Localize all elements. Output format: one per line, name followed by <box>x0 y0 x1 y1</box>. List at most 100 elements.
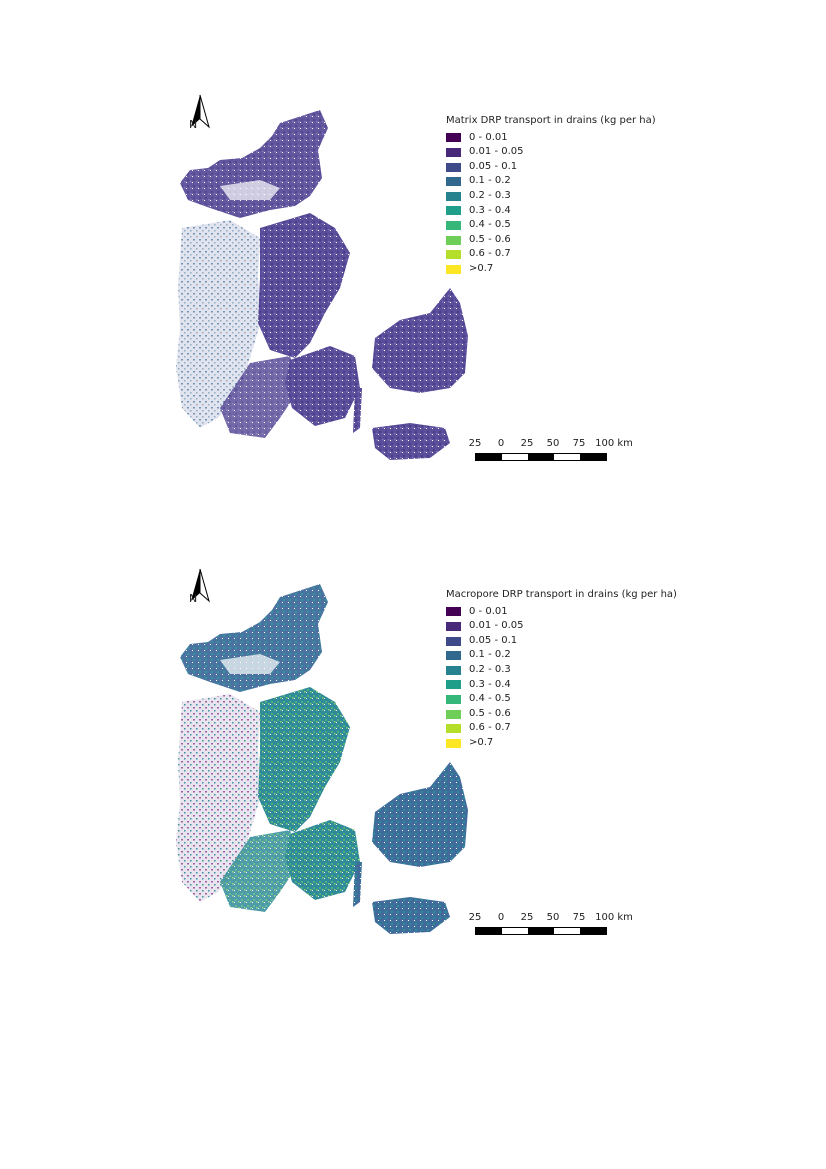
legend-item: 0.01 - 0.05 <box>446 619 677 634</box>
legend-label: 0.3 - 0.4 <box>469 678 511 690</box>
region-east-jutland <box>258 687 350 832</box>
north-label: N <box>189 118 198 131</box>
legend-label: 0.5 - 0.6 <box>469 707 511 719</box>
scale-seg <box>528 454 554 460</box>
scale-label: 50 <box>546 438 560 449</box>
legend-swatch <box>446 651 461 661</box>
legend-macropore: Macropore DRP transport in drains (kg pe… <box>446 588 677 751</box>
legend-item: 0 - 0.01 <box>446 605 677 620</box>
region-south-jutland <box>220 356 300 438</box>
region-limfjord <box>220 654 280 674</box>
region-south-jutland <box>220 830 300 912</box>
north-arrow-icon <box>191 94 210 129</box>
legend-matrix: Matrix DRP transport in drains (kg per h… <box>446 114 656 277</box>
legend-label: 0.4 - 0.5 <box>469 693 511 705</box>
legend-swatch <box>446 665 461 675</box>
legend-item: 0.05 - 0.1 <box>446 160 656 175</box>
legend-swatch <box>446 694 461 704</box>
legend-item: 0.5 - 0.6 <box>446 233 656 248</box>
legend-label: >0.7 <box>469 262 494 274</box>
region-east-jutland <box>258 213 350 358</box>
legend-label: 0 - 0.01 <box>469 605 508 617</box>
legend-item: 0.05 - 0.1 <box>446 634 677 649</box>
legend-label: >0.7 <box>469 736 494 748</box>
region-lolland <box>372 897 450 934</box>
region-lolland <box>372 423 450 460</box>
scale-label: 100 km <box>595 438 633 449</box>
scale-seg <box>502 928 528 934</box>
scale-seg <box>554 928 580 934</box>
legend-label: 0.5 - 0.6 <box>469 233 511 245</box>
scale-seg <box>476 454 502 460</box>
scale-label: 50 <box>546 912 560 923</box>
legend-swatch <box>446 250 461 260</box>
legend-label: 0.05 - 0.1 <box>469 634 518 646</box>
region-funen <box>285 346 360 426</box>
region-north-jutland <box>180 584 328 692</box>
legend-item: 0.1 - 0.2 <box>446 648 677 663</box>
region-limfjord <box>220 180 280 200</box>
legend-swatch <box>446 709 461 719</box>
scale-label: 25 <box>520 438 534 449</box>
legend-swatch <box>446 191 461 201</box>
legend-item: 0.6 - 0.7 <box>446 247 656 262</box>
legend-item: 0.3 - 0.4 <box>446 678 677 693</box>
region-funen <box>285 820 360 900</box>
north-label: N <box>189 592 198 605</box>
scale-seg <box>476 928 502 934</box>
legend-title: Macropore DRP transport in drains (kg pe… <box>446 589 677 600</box>
scale-label: 0 <box>497 438 505 449</box>
legend-label: 0.01 - 0.05 <box>469 620 524 632</box>
scale-seg <box>554 454 580 460</box>
legend-item: 0.01 - 0.05 <box>446 145 656 160</box>
scale-label: 0 <box>497 912 505 923</box>
scale-seg <box>528 928 554 934</box>
legend-swatch <box>446 133 461 143</box>
legend-item: 0 - 0.01 <box>446 131 656 146</box>
map-panel-macropore: N Macropore DRP transport in drains (kg … <box>150 562 677 962</box>
legend-item: 0.6 - 0.7 <box>446 721 677 736</box>
region-langeland <box>353 388 362 433</box>
scale-label: 25 <box>468 912 482 923</box>
legend-label: 0.6 - 0.7 <box>469 248 511 260</box>
legend-label: 0.2 - 0.3 <box>469 663 511 675</box>
legend-swatch <box>446 264 461 274</box>
legend-item: 0.3 - 0.4 <box>446 204 656 219</box>
scale-label: 100 km <box>595 912 633 923</box>
scale-segments <box>475 453 607 461</box>
legend-label: 0.01 - 0.05 <box>469 146 524 158</box>
scale-seg <box>580 928 606 934</box>
region-west-jutland <box>176 694 262 902</box>
scale-label: 75 <box>572 912 586 923</box>
region-west-jutland <box>176 220 262 428</box>
legend-label: 0.4 - 0.5 <box>469 219 511 231</box>
legend-label: 0.3 - 0.4 <box>469 204 511 216</box>
legend-item: 0.4 - 0.5 <box>446 692 677 707</box>
scale-bar: 25 0 25 50 75 100 km <box>468 912 662 952</box>
legend-swatch <box>446 607 461 617</box>
scale-label: 75 <box>572 438 586 449</box>
scale-bar: 25 0 25 50 75 100 km <box>468 438 662 478</box>
legend-swatch <box>446 235 461 245</box>
denmark-map-macropore <box>176 584 468 934</box>
scale-segments <box>475 927 607 935</box>
scale-label: 25 <box>468 438 482 449</box>
legend-label: 0 - 0.01 <box>469 131 508 143</box>
scale-seg <box>580 454 606 460</box>
legend-swatch <box>446 680 461 690</box>
legend-label: 0.6 - 0.7 <box>469 722 511 734</box>
legend-item: 0.2 - 0.3 <box>446 189 656 204</box>
legend-swatch <box>446 636 461 646</box>
legend-swatch <box>446 206 461 216</box>
legend-label: 0.2 - 0.3 <box>469 189 511 201</box>
legend-swatch <box>446 621 461 631</box>
legend-swatch <box>446 724 461 734</box>
legend-item: >0.7 <box>446 262 656 277</box>
legend-item: 0.2 - 0.3 <box>446 663 677 678</box>
map-panel-matrix: N Matrix DRP transport in drains (kg per… <box>150 88 670 488</box>
legend-swatch <box>446 738 461 748</box>
legend-title: Matrix DRP transport in drains (kg per h… <box>446 115 656 126</box>
legend-item: 0.1 - 0.2 <box>446 174 656 189</box>
legend-swatch <box>446 162 461 172</box>
legend-label: 0.1 - 0.2 <box>469 175 511 187</box>
